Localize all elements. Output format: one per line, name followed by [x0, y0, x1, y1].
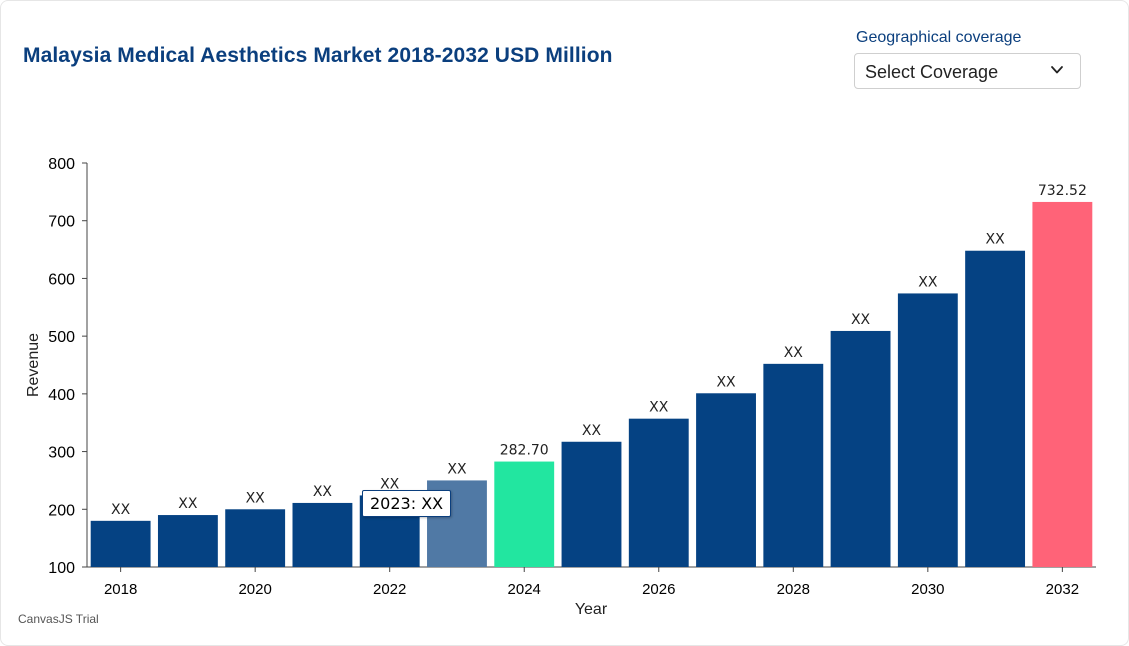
bar-2026[interactable]: [628, 418, 689, 567]
x-tick-label-2022: 2022: [373, 581, 406, 598]
y-tick-label: 600: [48, 271, 75, 288]
y-tick-label: 200: [48, 502, 75, 519]
bar-2024[interactable]: [494, 461, 555, 567]
data-label-2020: XX: [246, 490, 266, 506]
y-tick-label: 300: [48, 445, 75, 462]
data-label-2028: XX: [784, 345, 804, 361]
bar-2027[interactable]: [696, 393, 756, 567]
data-label-2023: XX: [447, 461, 467, 477]
chart-title: Malaysia Medical Aesthetics Market 2018-…: [23, 44, 613, 67]
data-label-2026: XX: [649, 400, 669, 416]
data-label-2022: XX: [380, 476, 400, 492]
bar-2031[interactable]: [965, 250, 1026, 567]
y-tick-label: 100: [48, 560, 75, 577]
data-label-2019: XX: [178, 496, 198, 512]
x-tick-label-2024: 2024: [508, 581, 541, 598]
data-label-2030: XX: [918, 274, 938, 290]
geo-coverage-label: Geographical coverage: [856, 29, 1022, 46]
x-tick-label-2018: 2018: [104, 581, 137, 598]
chart-bars: [90, 201, 1093, 567]
bar-tooltip: 2023: XX: [362, 490, 452, 517]
bar-2020[interactable]: [225, 509, 286, 567]
canvasjs-credit[interactable]: CanvasJS Trial: [18, 612, 99, 626]
x-tick-label-2030: 2030: [911, 581, 944, 598]
bar-2025[interactable]: [561, 441, 622, 567]
coverage-select-value: Select Coverage: [865, 62, 999, 82]
bar-2018[interactable]: [90, 520, 151, 567]
bar-2028[interactable]: [763, 363, 824, 567]
y-tick-label: 500: [48, 329, 75, 346]
x-tick-label-2026: 2026: [642, 581, 675, 598]
data-label-2018: XX: [111, 502, 131, 518]
data-label-2027: XX: [716, 374, 736, 390]
bar-2029[interactable]: [830, 330, 891, 567]
data-label-2024: 282.70: [500, 443, 549, 459]
bar-2019[interactable]: [157, 515, 218, 567]
y-axis-label: Revenue: [25, 333, 42, 397]
data-label-2031: XX: [986, 232, 1006, 248]
bar-2021[interactable]: [292, 502, 353, 567]
data-label-2029: XX: [851, 312, 871, 328]
chevron-down-icon: [1051, 66, 1063, 74]
data-label-2025: XX: [582, 423, 602, 439]
x-tick-label-2032: 2032: [1046, 581, 1079, 598]
y-tick-label: 400: [48, 387, 75, 404]
bar-2030[interactable]: [897, 293, 958, 567]
bar-2032[interactable]: [1032, 201, 1093, 567]
y-tick-label: 700: [48, 214, 75, 231]
x-tick-label-2020: 2020: [238, 581, 271, 598]
data-label-2021: XX: [313, 484, 333, 500]
y-tick-label: 800: [48, 156, 75, 173]
data-label-2032: 732.52: [1038, 183, 1087, 199]
x-tick-label-2028: 2028: [777, 581, 810, 598]
x-axis-label: Year: [575, 601, 608, 618]
coverage-select[interactable]: Select Coverage: [854, 53, 1081, 89]
chart-data-labels: XX XX XX XX XX XX 282.70 XX XX XX XX XX XX XX 732.52: [111, 183, 1087, 518]
